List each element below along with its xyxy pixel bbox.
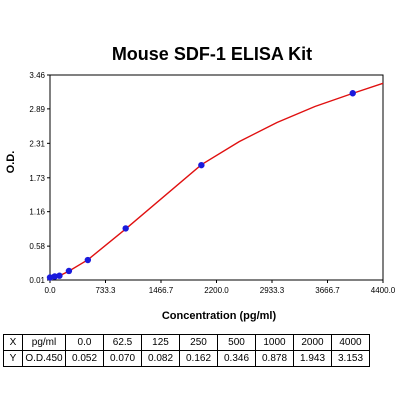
table-cell: 250 xyxy=(179,334,218,351)
table-cell: 1000 xyxy=(255,334,294,351)
table-cell: 0.162 xyxy=(179,350,218,367)
y-axis-label: O.D. xyxy=(5,151,17,174)
table-row-y: Y O.D.450 0.052 0.070 0.082 0.162 0.346 … xyxy=(3,350,370,367)
data-points xyxy=(46,90,356,281)
standards-table: X pg/ml 0.0 62.5 125 250 500 1000 2000 4… xyxy=(3,334,370,367)
table-cell: 0.082 xyxy=(141,350,180,367)
x-axis: 0.0 733.3 1466.7 2200.0 2933.3 3666.7 4400.0 xyxy=(44,280,396,295)
table-cell: 0.0 xyxy=(65,334,104,351)
x-tick-label: 3666.7 xyxy=(315,286,340,295)
x-tick-label: 733.3 xyxy=(95,286,116,295)
x-tick-label: 4400.0 xyxy=(371,286,396,295)
y-tick-label: 0.01 xyxy=(29,276,45,285)
data-point xyxy=(349,90,356,97)
data-point xyxy=(65,267,73,275)
y-tick-label: 2.89 xyxy=(29,105,45,114)
table-cell: 500 xyxy=(217,334,256,351)
x-tick-label: 2200.0 xyxy=(204,286,229,295)
data-point xyxy=(198,161,205,169)
y-tick-label: 1.16 xyxy=(29,208,45,217)
table-cell: O.D.450 xyxy=(22,350,66,367)
table-cell: 125 xyxy=(141,334,180,351)
x-tick-label: 1466.7 xyxy=(149,286,174,295)
data-point xyxy=(84,256,92,264)
table-cell: Y xyxy=(3,350,23,367)
table-cell: 0.070 xyxy=(103,350,142,367)
table-row-x: X pg/ml 0.0 62.5 125 250 500 1000 2000 4… xyxy=(3,334,370,351)
table-cell: 1.943 xyxy=(293,350,332,367)
standard-curve-chart: Mouse SDF-1 ELISA Kit 0.01 0.58 1.16 1.73 2.… xyxy=(5,44,396,322)
x-tick-label: 2933.3 xyxy=(260,286,285,295)
data-point xyxy=(122,225,129,232)
table-cell: 0.052 xyxy=(65,350,104,367)
table-cell: pg/ml xyxy=(22,334,66,351)
chart-title: Mouse SDF-1 ELISA Kit xyxy=(112,44,312,64)
table-cell: 3.153 xyxy=(331,350,370,367)
table-cell: 2000 xyxy=(293,334,332,351)
x-axis-label: Concentration (pg/ml) xyxy=(162,310,277,322)
table-cell: 0.346 xyxy=(217,350,256,367)
table-cell: 4000 xyxy=(331,334,370,351)
y-tick-label: 1.73 xyxy=(29,174,45,183)
table-cell: X xyxy=(3,334,23,351)
x-tick-label: 0.0 xyxy=(44,286,56,295)
data-point xyxy=(51,273,58,280)
data-point xyxy=(56,272,63,279)
table-cell: 0.878 xyxy=(255,350,294,367)
y-tick-label: 3.46 xyxy=(29,71,45,80)
y-axis: 0.01 0.58 1.16 1.73 2.31 2.89 3.46 xyxy=(29,71,50,285)
y-tick-label: 2.31 xyxy=(29,139,45,148)
table-cell: 62.5 xyxy=(103,334,142,351)
y-tick-label: 0.58 xyxy=(29,242,45,251)
